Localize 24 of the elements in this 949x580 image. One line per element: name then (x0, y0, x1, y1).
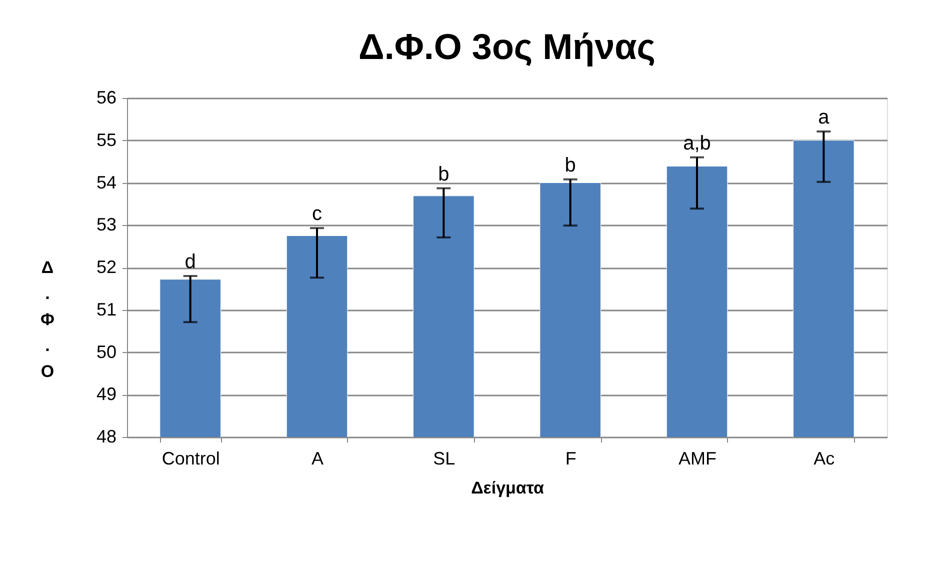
y-tick-label: 52 (96, 257, 116, 277)
y-tick-label: 50 (96, 342, 116, 362)
y-tick-label: 56 (96, 88, 116, 108)
y-tick-label: 53 (96, 214, 116, 235)
annotation: b (564, 154, 576, 176)
x-tick-label: F (565, 448, 576, 468)
annotation: b (438, 163, 450, 186)
chart-title: Δ.Φ.Ο 3ος Μήνας (358, 26, 656, 67)
y-tick-label: 49 (96, 384, 116, 404)
annotation: a,b (683, 132, 711, 154)
x-tick-label: A (311, 448, 324, 468)
y-tick-label: 51 (96, 299, 116, 320)
annotation: c (312, 203, 322, 226)
x-tick-label: Ac (814, 448, 835, 468)
x-tick-label: AMF (678, 448, 716, 468)
annotation: d (184, 250, 196, 273)
y-tick-label: 54 (96, 172, 116, 192)
x-tick-label: SL (433, 448, 456, 468)
x-axis-title: Δείγματα (471, 478, 544, 498)
x-tick-label: Control (162, 448, 220, 468)
y-tick-label: 48 (96, 426, 116, 446)
y-tick-label: 55 (96, 130, 116, 150)
y-axis-title: Δ.Φ.Ο (40, 258, 55, 381)
annotation: a (818, 106, 830, 128)
